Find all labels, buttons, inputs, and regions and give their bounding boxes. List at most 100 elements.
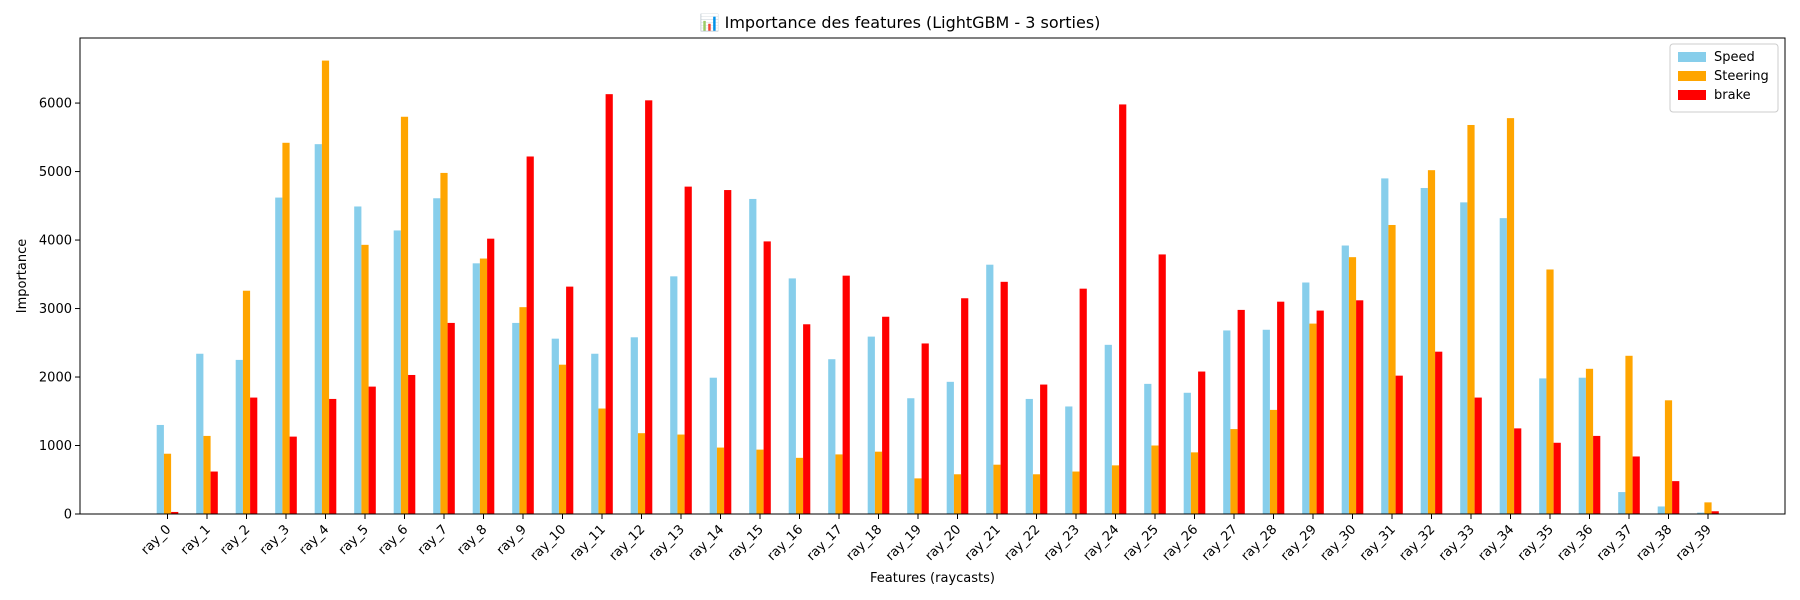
bar-speed-ray-31 — [1381, 178, 1389, 514]
bar-steering-ray-38 — [1664, 400, 1673, 514]
bar-speed-ray-1 — [196, 353, 204, 514]
x-tick-label: ray_21 — [962, 522, 1004, 564]
bar-steering-ray-5 — [361, 244, 369, 514]
bar-steering-ray-9 — [519, 307, 527, 514]
x-tick-label: ray_22 — [1002, 522, 1044, 564]
x-tick-label: ray_38 — [1634, 522, 1676, 564]
bar-steering-ray-0 — [163, 453, 172, 514]
bar-steering-ray-2 — [242, 290, 251, 514]
x-tick-label: ray_31 — [1357, 522, 1399, 564]
bar-speed-ray-3 — [275, 197, 283, 514]
bar-speed-ray-10 — [551, 338, 559, 514]
bar-steering-ray-29 — [1309, 323, 1317, 514]
bar-speed-ray-4 — [314, 144, 322, 514]
bar-brake-ray-6 — [408, 374, 416, 514]
bar-brake-ray-25 — [1158, 254, 1166, 514]
x-tick-label: ray_18 — [844, 522, 886, 564]
x-tick-label: ray_26 — [1160, 522, 1202, 564]
x-tick-label: ray_11 — [567, 522, 609, 564]
bar-brake-ray-34 — [1514, 428, 1522, 514]
bar-speed-ray-33 — [1460, 202, 1468, 514]
x-tick-label: ray_34 — [1476, 522, 1518, 564]
bar-brake-ray-3 — [289, 436, 297, 514]
bar-speed-ray-38 — [1657, 506, 1665, 514]
x-tick-label: ray_20 — [923, 522, 965, 564]
bar-steering-ray-7 — [440, 172, 448, 515]
bar-speed-ray-20 — [946, 381, 954, 514]
x-tick-label: ray_7 — [415, 522, 451, 558]
bar-steering-ray-28 — [1269, 409, 1278, 514]
bar-steering-ray-26 — [1190, 452, 1199, 514]
x-tick-label: ray_0 — [138, 522, 174, 558]
legend-label-speed: Speed — [1714, 50, 1755, 65]
bar-steering-ray-8 — [479, 258, 488, 514]
x-tick-label: ray_23 — [1041, 522, 1083, 564]
bar-speed-ray-8 — [472, 263, 480, 514]
y-axis-label: Importance — [15, 239, 30, 314]
x-tick-label: ray_13 — [646, 522, 688, 564]
bar-steering-ray-36 — [1585, 368, 1594, 514]
x-tick-label: ray_30 — [1318, 522, 1360, 564]
y-tick-label: 2000 — [39, 371, 72, 386]
x-tick-label: ray_14 — [686, 522, 728, 564]
x-tick-label: ray_8 — [454, 522, 490, 558]
x-tick-label: ray_5 — [336, 522, 372, 558]
bar-brake-ray-7 — [447, 322, 455, 514]
x-tick-label: ray_36 — [1555, 522, 1597, 564]
x-tick-label: ray_6 — [375, 522, 411, 558]
x-tick-label: ray_15 — [725, 522, 767, 564]
bars-layer — [156, 60, 1719, 515]
x-tick-label: ray_33 — [1436, 522, 1478, 564]
x-axis-label: Features (raycasts) — [870, 571, 995, 586]
bar-steering-ray-33 — [1467, 124, 1475, 514]
bar-steering-ray-15 — [756, 449, 764, 514]
x-tick-label: ray_29 — [1278, 522, 1320, 564]
legend-label-steering: Steering — [1714, 69, 1769, 84]
bar-brake-ray-0 — [171, 511, 179, 514]
bar-speed-ray-13 — [670, 276, 678, 514]
bar-brake-ray-4 — [329, 398, 337, 514]
bar-steering-ray-39 — [1704, 502, 1712, 514]
bar-speed-ray-6 — [393, 230, 401, 514]
bar-speed-ray-19 — [907, 398, 915, 514]
y-axis-ticks: 0 1000 2000 3000 4000 5000 6000 — [39, 97, 80, 523]
bar-brake-ray-9 — [526, 156, 534, 515]
bar-steering-ray-10 — [558, 364, 567, 514]
bar-brake-ray-39 — [1711, 511, 1719, 514]
legend-swatch-brake — [1678, 90, 1706, 100]
bar-brake-ray-14 — [724, 190, 732, 515]
bar-speed-ray-26 — [1183, 392, 1191, 514]
x-tick-label: ray_32 — [1397, 522, 1439, 564]
bar-speed-ray-27 — [1223, 330, 1231, 514]
bar-brake-ray-24 — [1119, 104, 1127, 515]
bar-brake-ray-23 — [1079, 288, 1087, 514]
bar-speed-ray-39 — [1697, 512, 1705, 514]
legend-swatch-speed — [1678, 52, 1706, 62]
bar-speed-ray-14 — [709, 377, 717, 514]
bar-brake-ray-17 — [842, 275, 850, 514]
bar-brake-ray-27 — [1237, 309, 1245, 514]
bar-speed-ray-28 — [1262, 329, 1270, 514]
bar-speed-ray-36 — [1578, 377, 1586, 514]
bar-speed-ray-16 — [788, 278, 796, 514]
bar-brake-ray-21 — [1000, 281, 1008, 514]
bar-steering-ray-31 — [1388, 224, 1396, 515]
bar-steering-ray-34 — [1506, 118, 1515, 514]
bar-speed-ray-9 — [512, 322, 520, 514]
y-tick-label: 1000 — [39, 439, 72, 454]
bar-speed-ray-21 — [986, 264, 994, 514]
bar-speed-ray-5 — [354, 206, 362, 515]
bar-steering-ray-30 — [1348, 257, 1357, 514]
legend-label-brake: brake — [1714, 88, 1751, 103]
legend: Speed Steering brake — [1669, 43, 1779, 113]
bar-steering-ray-20 — [953, 474, 962, 514]
bar-speed-ray-15 — [749, 198, 757, 514]
x-tick-label: ray_27 — [1199, 522, 1241, 564]
bar-brake-ray-16 — [803, 324, 811, 514]
bar-brake-ray-1 — [210, 471, 218, 514]
bar-brake-ray-32 — [1435, 351, 1443, 514]
bar-speed-ray-2 — [235, 359, 243, 514]
bar-brake-ray-12 — [645, 100, 653, 514]
x-tick-label: ray_16 — [765, 522, 807, 564]
